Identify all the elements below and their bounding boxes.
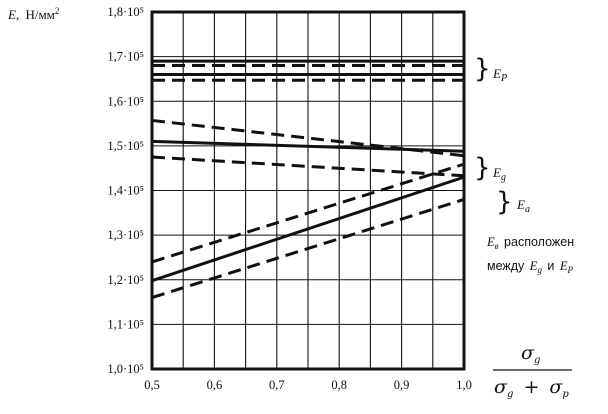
plot-frame bbox=[150, 10, 466, 371]
y-tick-label: 1,3·10⁵ bbox=[107, 228, 144, 242]
eg-label: Eg bbox=[492, 165, 506, 183]
svg-text:σg + σp: σg + σp bbox=[494, 376, 569, 402]
y-tick-label: 1,6·10⁵ bbox=[107, 94, 144, 108]
eg-brace: } bbox=[474, 153, 491, 183]
ep-label: EP bbox=[492, 66, 507, 84]
y-tick-label: 1,7·10⁵ bbox=[107, 50, 144, 64]
ea-label: Ea bbox=[516, 197, 530, 215]
ea-brace: } bbox=[496, 187, 513, 217]
series-line-10 bbox=[151, 197, 465, 300]
series-line-9 bbox=[151, 162, 465, 264]
y-tick-label: 1,8·10⁵ bbox=[107, 5, 144, 19]
y-tick-labels: 1,0·10⁵ 1,1·10⁵ 1,2·10⁵ 1,3·10⁵ 1,4·10⁵ 1,5·1… bbox=[107, 5, 144, 376]
series-line-8 bbox=[151, 175, 465, 283]
x-tick-label: 0,6 bbox=[207, 378, 223, 392]
y-tick-label: 1,4·10⁵ bbox=[107, 184, 144, 198]
y-tick-label: 1,2·10⁵ bbox=[107, 273, 144, 287]
x-tick-label: 1,0 bbox=[456, 378, 472, 392]
ep-brace: } bbox=[474, 54, 491, 84]
y-tick-label: 1,0·10⁵ bbox=[107, 362, 144, 376]
series-line-6 bbox=[151, 118, 465, 158]
note-line-2: между Eg и EP bbox=[487, 259, 574, 276]
y-tick-label: 1,5·10⁵ bbox=[107, 139, 144, 153]
series-line-7 bbox=[151, 155, 465, 178]
x-axis-label: σg σg + σp bbox=[493, 342, 572, 402]
y-tick-label: 1,1·10⁵ bbox=[107, 317, 144, 331]
x-tick-label: 0,5 bbox=[144, 378, 160, 392]
x-tick-label: 0,7 bbox=[269, 378, 285, 392]
x-tick-labels: 0,5 0,6 0,7 0,8 0,9 1,0 bbox=[144, 378, 472, 392]
x-tick-label: 0,9 bbox=[394, 378, 410, 392]
x-tick-label: 0,8 bbox=[331, 378, 347, 392]
series-group bbox=[151, 59, 465, 300]
svg-text:σg: σg bbox=[521, 342, 540, 366]
note-line-1: Eв расположен bbox=[486, 235, 574, 252]
y-axis-label: E, Н/мм2 bbox=[7, 6, 59, 22]
